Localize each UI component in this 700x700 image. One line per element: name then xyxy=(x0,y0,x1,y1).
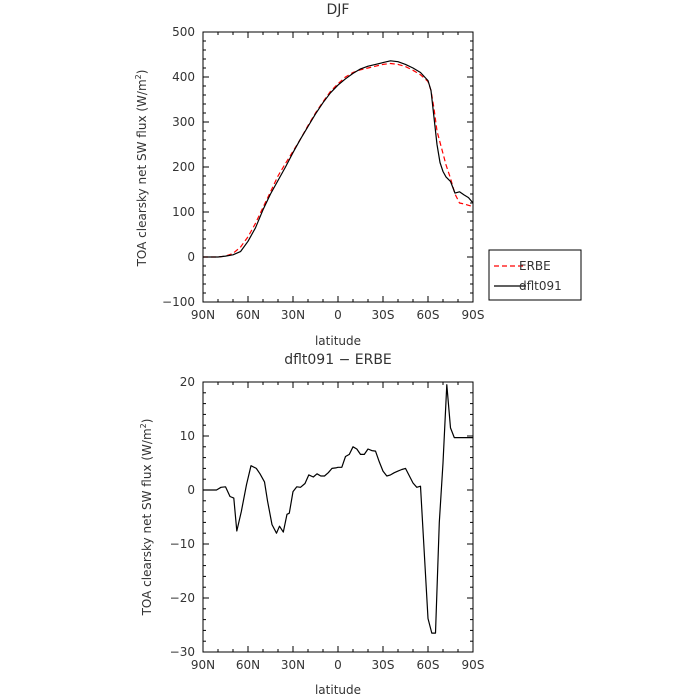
top-ylabel: TOA clearsky net SW flux (W/m2) xyxy=(134,70,149,268)
bottom-x-tick-label: 30S xyxy=(372,658,395,672)
bottom-ylabel: TOA clearsky net SW flux (W/m2) xyxy=(139,419,154,617)
top-x-tick-label: 60S xyxy=(417,308,440,322)
top-y-tick-label: 500 xyxy=(172,25,195,39)
bottom-y-tick-label: 0 xyxy=(187,483,195,497)
bottom-x-tick-label: 60S xyxy=(417,658,440,672)
top-y-tick-label: 100 xyxy=(172,205,195,219)
bottom-x-tick-label: 0 xyxy=(334,658,342,672)
top-x-tick-label: 90S xyxy=(462,308,485,322)
top-series-line-dflt091 xyxy=(203,60,474,258)
top-title: DJF xyxy=(327,2,350,18)
bottom-plot-frame xyxy=(202,381,474,653)
top-x-tick-label: 0 xyxy=(334,308,342,322)
bottom-x-ticks: 90N 60N 30N 0 30S 60S 90S xyxy=(191,382,485,672)
top-y-tick-label: 400 xyxy=(172,70,195,84)
bottom-x-tick-label: 30N xyxy=(281,658,305,672)
top-y-tick-label: 300 xyxy=(172,115,195,129)
bottom-panel: dflt091 − ERBE latitude TOA clearsky net… xyxy=(139,352,484,697)
top-plot-frame xyxy=(202,31,474,303)
bottom-x-tick-label: 90N xyxy=(191,658,215,672)
top-x-tick-label: 30S xyxy=(372,308,395,322)
top-x-tick-label: 60N xyxy=(236,308,260,322)
bottom-y-tick-label: −20 xyxy=(170,591,195,605)
bottom-title: dflt091 − ERBE xyxy=(284,352,392,368)
top-series xyxy=(203,60,474,258)
top-y-tick-label: −100 xyxy=(162,295,195,309)
bottom-x-tick-label: 60N xyxy=(236,658,260,672)
legend-box xyxy=(488,249,582,301)
bottom-x-tick-label: 90S xyxy=(462,658,485,672)
top-series-line-erbe xyxy=(203,62,474,258)
bottom-y-tick-label: −30 xyxy=(170,645,195,659)
bottom-y-ticks: −30 −20 −10 0 10 20 xyxy=(170,375,473,659)
bottom-series-line-dflt091 xyxy=(203,384,473,634)
top-panel: DJF latitude TOA clearsky net SW flux (W… xyxy=(134,2,484,348)
top-x-ticks: 90N 60N 30N 0 30S 60S 90S xyxy=(191,32,485,322)
bottom-y-tick-label: 10 xyxy=(180,429,195,443)
bottom-xlabel: latitude xyxy=(315,683,361,697)
legend-dflt091-label: dflt091 xyxy=(519,279,562,293)
legend-erbe-label: ERBE xyxy=(519,259,551,273)
legend: ERBE dflt091 xyxy=(488,249,582,301)
bottom-y-tick-label: 20 xyxy=(180,375,195,389)
top-y-tick-label: 200 xyxy=(172,160,195,174)
top-x-tick-label: 30N xyxy=(281,308,305,322)
top-xlabel: latitude xyxy=(315,334,361,348)
top-y-tick-label: 0 xyxy=(187,250,195,264)
bottom-y-tick-label: −10 xyxy=(170,537,195,551)
top-x-tick-label: 90N xyxy=(191,308,215,322)
bottom-series xyxy=(203,384,473,634)
top-y-ticks: −100 0 100 200 300 400 500 xyxy=(162,25,473,309)
